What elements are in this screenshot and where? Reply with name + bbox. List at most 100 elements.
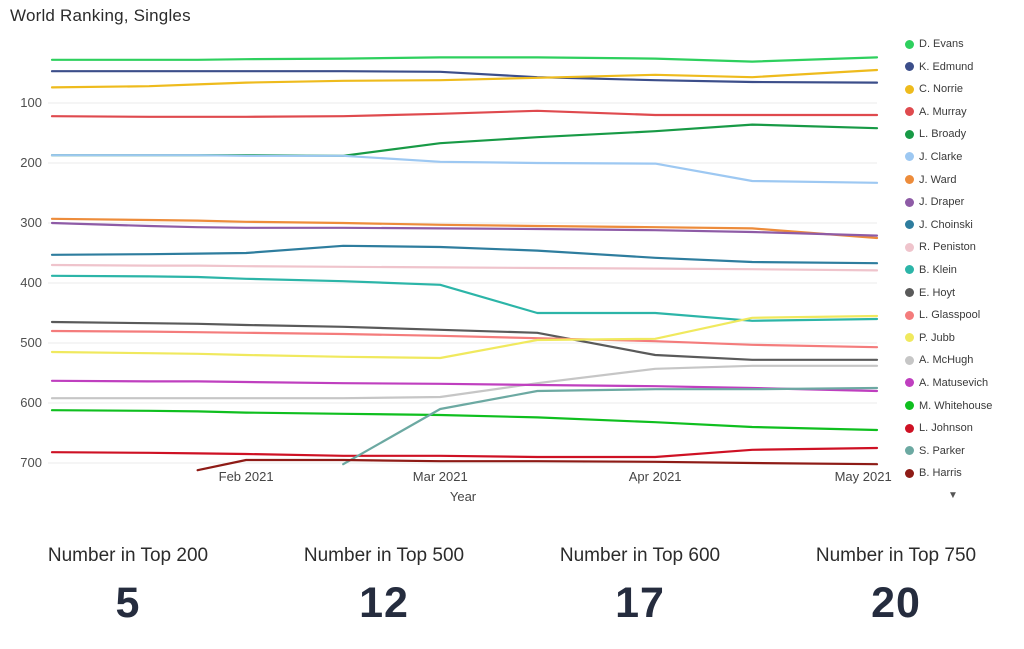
legend-item-label: J. Ward <box>919 173 957 186</box>
series-line-a-mchugh[interactable] <box>50 364 879 400</box>
ranking-line-chart: 100 200 300 400 500 600 700 Feb 2021 Mar 2021 Apr… <box>20 56 892 484</box>
legend-item-b-harris[interactable]: B. Harris <box>905 467 1020 479</box>
kpi-card-top200: Number in Top 200 5 <box>0 520 256 649</box>
series-line-d-evans[interactable] <box>50 56 879 63</box>
series-line-b-harris[interactable] <box>196 458 879 472</box>
legend-item-label: B. Harris <box>919 467 962 480</box>
legend-item-a-mchugh[interactable]: A. McHugh <box>905 354 1020 366</box>
kpi-card-label: Number in Top 750 <box>815 545 977 566</box>
legend-dot-icon <box>905 310 914 320</box>
legend-dot-icon <box>905 288 914 298</box>
series-line-j-choinski[interactable] <box>50 244 879 265</box>
legend-item-label: K. Edmund <box>919 60 974 73</box>
series-line-l-glasspool[interactable] <box>50 329 879 349</box>
legend-item-label: M. Whitehouse <box>919 399 993 412</box>
series-line-a-murray[interactable] <box>50 109 879 118</box>
legend-item-b-klein[interactable]: B. Klein <box>905 264 1020 276</box>
legend-dot-icon <box>905 378 914 388</box>
legend-dot-icon <box>905 84 914 94</box>
legend-dot-icon <box>905 152 914 162</box>
legend-item-label: A. Murray <box>919 105 967 118</box>
x-tick-label: Mar 2021 <box>413 469 468 484</box>
legend-item-d-evans[interactable]: D. Evans <box>905 38 1020 50</box>
legend-item-p-jubb[interactable]: P. Jubb <box>905 332 1020 344</box>
legend-item-k-edmund[interactable]: K. Edmund <box>905 61 1020 73</box>
legend-item-label: A. McHugh <box>919 354 974 367</box>
y-tick-label: 500 <box>20 335 42 350</box>
series-line-p-jubb[interactable] <box>50 314 879 360</box>
x-tick-label: Apr 2021 <box>629 469 682 484</box>
legend-dot-icon <box>905 401 914 410</box>
y-tick-label: 300 <box>20 215 42 230</box>
kpi-card-value: 5 <box>115 579 141 627</box>
legend-dot-icon <box>905 62 914 72</box>
legend-item-s-parker[interactable]: S. Parker <box>905 445 1020 457</box>
series-line-m-whitehouse[interactable] <box>50 409 879 432</box>
legend-item-l-johnson[interactable]: L. Johnson <box>905 422 1020 434</box>
legend-item-m-whitehouse[interactable]: M. Whitehouse <box>905 400 1020 412</box>
legend-item-j-choinski[interactable]: J. Choinski <box>905 219 1020 231</box>
legend-dot-icon <box>905 220 914 230</box>
series-line-l-johnson[interactable] <box>50 446 879 459</box>
legend-item-label: L. Glasspool <box>919 309 981 322</box>
series-line-j-ward[interactable] <box>50 217 879 240</box>
kpi-card-value: 20 <box>871 579 921 627</box>
x-axis-title: Year <box>449 489 477 504</box>
y-tick-label: 200 <box>20 155 42 170</box>
y-tick-label: 700 <box>20 455 42 470</box>
x-tick-label: Feb 2021 <box>219 469 274 484</box>
legend-item-label: R. Peniston <box>919 241 976 254</box>
legend-dot-icon <box>905 175 914 185</box>
kpi-card-top750: Number in Top 750 20 <box>768 520 1024 649</box>
legend-item-j-draper[interactable]: J. Draper <box>905 196 1020 208</box>
legend-expand-chevron-icon[interactable]: ▼ <box>948 490 958 501</box>
legend-item-j-clarke[interactable]: J. Clarke <box>905 151 1020 163</box>
y-tick-label: 100 <box>20 95 42 110</box>
series-line-k-edmund[interactable] <box>50 70 879 84</box>
kpi-cards-row: Number in Top 200 5 Number in Top 500 12… <box>0 520 1024 649</box>
x-tick-label: May 2021 <box>835 469 892 484</box>
legend-item-label: D. Evans <box>919 38 964 50</box>
series-line-b-klein[interactable] <box>50 274 879 322</box>
legend-dot-icon <box>905 446 914 456</box>
legend-dot-icon <box>905 107 914 117</box>
series-line-l-broady[interactable] <box>50 123 879 157</box>
legend-item-label: J. Choinski <box>919 218 973 231</box>
legend-dot-icon <box>905 355 914 365</box>
legend-item-label: B. Klein <box>919 263 957 276</box>
y-tick-label: 600 <box>20 395 42 410</box>
legend-dot-icon <box>905 242 914 252</box>
legend-dot-icon <box>905 39 914 49</box>
legend-item-label: J. Clarke <box>919 150 963 163</box>
kpi-card-value: 17 <box>615 579 665 627</box>
series-line-j-clarke[interactable] <box>50 154 879 184</box>
legend-item-label: P. Jubb <box>919 331 955 344</box>
series-line-j-draper[interactable] <box>50 221 879 237</box>
legend-item-e-hoyt[interactable]: E. Hoyt <box>905 287 1020 299</box>
legend-item-label: A. Matusevich <box>919 376 989 389</box>
chart-title: World Ranking, Singles <box>10 6 191 25</box>
legend-item-j-ward[interactable]: J. Ward <box>905 174 1020 186</box>
series-line-e-hoyt[interactable] <box>50 320 879 361</box>
legend-dot-icon <box>905 423 914 433</box>
series-line-s-parker[interactable] <box>342 386 879 466</box>
legend-item-l-glasspool[interactable]: L. Glasspool <box>905 309 1020 321</box>
series-line-c-norrie[interactable] <box>50 68 879 89</box>
series-line-r-peniston[interactable] <box>50 263 879 272</box>
series-line-a-matusevich[interactable] <box>50 379 879 393</box>
kpi-card-top600: Number in Top 600 17 <box>512 520 768 649</box>
legend-item-label: J. Draper <box>919 196 965 209</box>
legend-item-c-norrie[interactable]: C. Norrie <box>905 83 1020 95</box>
legend-item-l-broady[interactable]: L. Broady <box>905 128 1020 140</box>
legend-item-r-peniston[interactable]: R. Peniston <box>905 241 1020 253</box>
legend-dot-icon <box>905 333 914 343</box>
legend-item-label: L. Johnson <box>919 422 973 435</box>
kpi-card-label: Number in Top 200 <box>47 545 209 566</box>
legend-dot-icon <box>905 129 914 139</box>
kpi-card-top500: Number in Top 500 12 <box>256 520 512 649</box>
legend-item-label: L. Broady <box>919 128 967 141</box>
legend-item-a-matusevich[interactable]: A. Matusevich <box>905 377 1020 389</box>
legend-item-label: E. Hoyt <box>919 286 956 299</box>
legend-item-a-murray[interactable]: A. Murray <box>905 106 1020 118</box>
legend-dot-icon <box>905 197 914 207</box>
